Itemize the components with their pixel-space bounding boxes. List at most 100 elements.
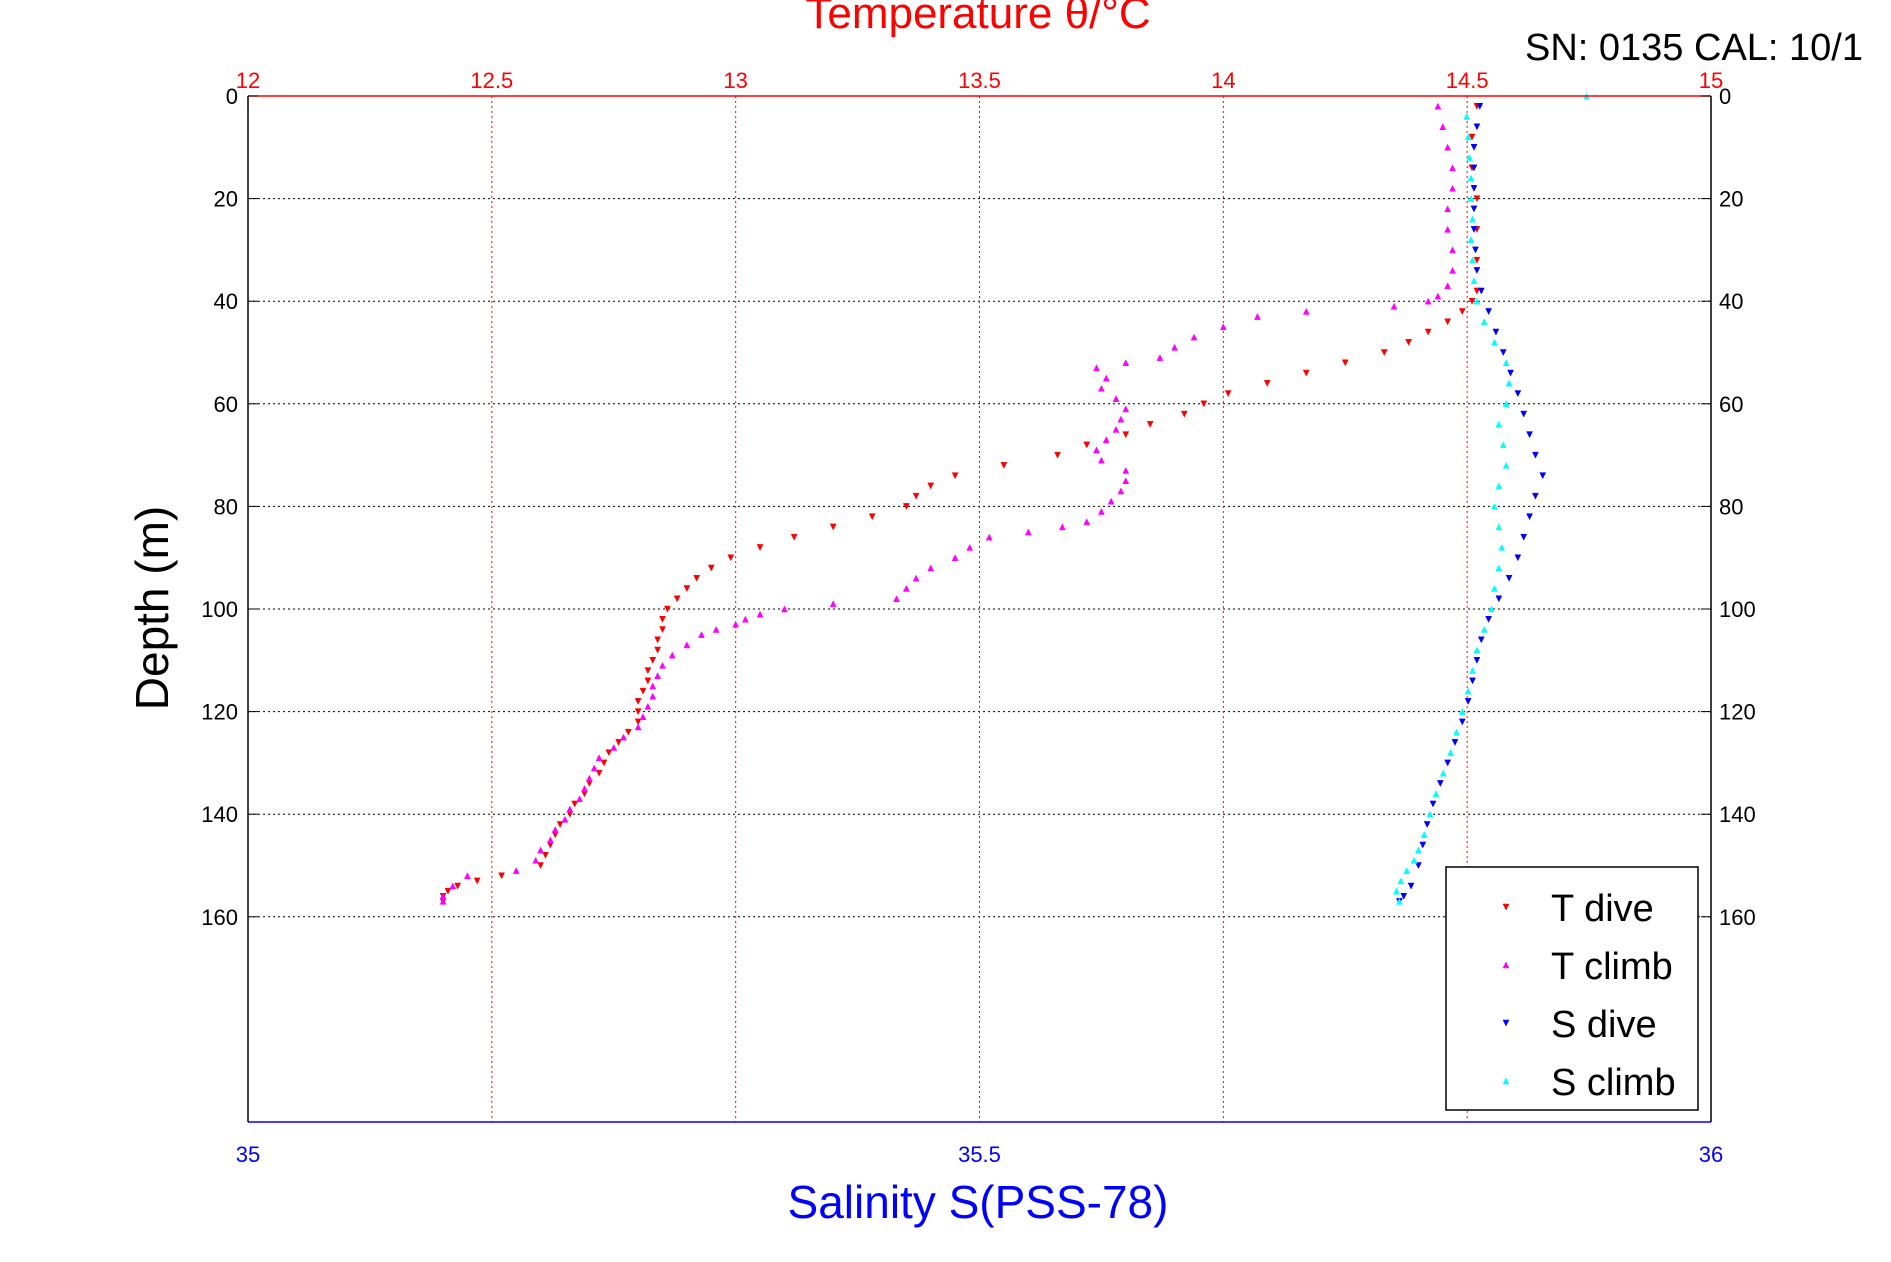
data-point — [1117, 415, 1125, 423]
data-point — [1444, 759, 1452, 767]
data-point — [1146, 421, 1154, 428]
data-point — [1453, 728, 1460, 736]
data-point — [1098, 456, 1105, 464]
y-tick-label-left: 40 — [214, 289, 238, 314]
y-tick-label-left: 100 — [201, 597, 238, 622]
data-point — [1514, 390, 1522, 398]
data-point — [1458, 308, 1466, 316]
series-t-dive — [439, 103, 1481, 905]
data-point — [1093, 446, 1100, 454]
data-point — [1526, 431, 1533, 439]
data-point — [532, 856, 540, 864]
data-point — [1444, 318, 1452, 326]
data-point — [449, 882, 457, 890]
data-point — [893, 595, 901, 602]
x-top-tick-label: 14.5 — [1446, 68, 1489, 93]
y-tick-label-left: 140 — [201, 802, 238, 827]
data-point — [590, 764, 598, 772]
data-point — [644, 667, 652, 675]
y-tick-label-left: 0 — [226, 84, 238, 109]
data-point — [756, 610, 764, 618]
data-point — [1403, 867, 1411, 874]
legend-entry: T dive — [1551, 888, 1654, 930]
data-point — [1468, 297, 1476, 305]
data-point — [966, 543, 974, 551]
data-point — [634, 698, 642, 705]
data-point — [556, 821, 564, 829]
data-point — [473, 877, 481, 885]
data-point — [1058, 523, 1066, 531]
data-point — [1499, 349, 1507, 357]
data-point — [727, 554, 735, 562]
data-point — [781, 605, 788, 613]
data-point — [1424, 297, 1432, 305]
data-point — [1122, 405, 1130, 413]
data-point — [1439, 123, 1447, 131]
data-point — [951, 554, 959, 561]
data-point — [1444, 143, 1452, 151]
data-point — [1464, 133, 1472, 141]
series-t-climb — [439, 102, 1456, 905]
legend-marker — [1502, 961, 1510, 969]
data-point — [1093, 364, 1100, 372]
data-point — [1505, 574, 1513, 582]
x-top-tick-label: 12.5 — [470, 68, 513, 93]
data-point — [912, 574, 920, 582]
data-point — [1436, 780, 1444, 787]
data-point — [615, 739, 623, 746]
data-point — [1263, 380, 1271, 387]
data-point — [595, 754, 603, 762]
x-top-tick-label: 13 — [723, 68, 747, 93]
data-point — [1449, 266, 1456, 274]
data-point — [595, 769, 603, 777]
data-point — [644, 677, 652, 685]
data-point — [1532, 492, 1539, 500]
y-tick-label-left: 80 — [214, 494, 238, 519]
data-point — [542, 851, 549, 859]
data-point — [1102, 436, 1110, 443]
data-point — [756, 544, 764, 551]
y-tick-label-right: 20 — [1719, 187, 1743, 212]
data-point — [1423, 821, 1431, 829]
x-top-tick-label: 14 — [1211, 68, 1235, 93]
data-point — [707, 564, 715, 572]
data-point — [454, 882, 462, 890]
legend-entry: S dive — [1551, 1004, 1657, 1046]
data-point — [498, 872, 505, 880]
legend-entry: T climb — [1551, 946, 1673, 988]
data-point — [1464, 687, 1472, 695]
data-point — [1122, 431, 1130, 439]
data-point — [620, 733, 627, 741]
data-point — [1469, 215, 1476, 223]
data-point — [585, 774, 593, 782]
y-tick-label-left: 60 — [214, 392, 238, 417]
data-point — [1302, 369, 1310, 377]
data-point — [1254, 313, 1261, 320]
data-point — [1414, 862, 1422, 870]
data-point — [985, 533, 993, 541]
x-top-tick-label: 15 — [1699, 68, 1723, 93]
data-point — [1463, 112, 1471, 120]
legend: T dive T climb S dive S climb — [1445, 866, 1699, 1111]
y-tick-label-right: 100 — [1719, 597, 1756, 622]
data-point — [1200, 400, 1208, 408]
data-point — [1449, 184, 1456, 192]
data-point — [1112, 425, 1120, 433]
x-top-tick-label: 12 — [236, 68, 260, 93]
data-point — [644, 702, 652, 710]
data-point — [1424, 328, 1432, 336]
data-point — [927, 482, 935, 490]
data-point — [790, 533, 798, 541]
data-point — [1470, 144, 1478, 151]
data-point — [1520, 533, 1528, 541]
data-point — [1488, 605, 1495, 613]
data-point — [1499, 441, 1507, 449]
data-point — [1432, 790, 1440, 797]
data-point — [1467, 174, 1475, 182]
x-bottom-tick-label: 35 — [236, 1142, 260, 1167]
data-point — [1224, 390, 1232, 398]
data-point — [1122, 477, 1130, 484]
data-point — [1470, 164, 1478, 172]
data-point — [649, 682, 657, 690]
x-bottom-tick-label: 36 — [1699, 1142, 1723, 1167]
